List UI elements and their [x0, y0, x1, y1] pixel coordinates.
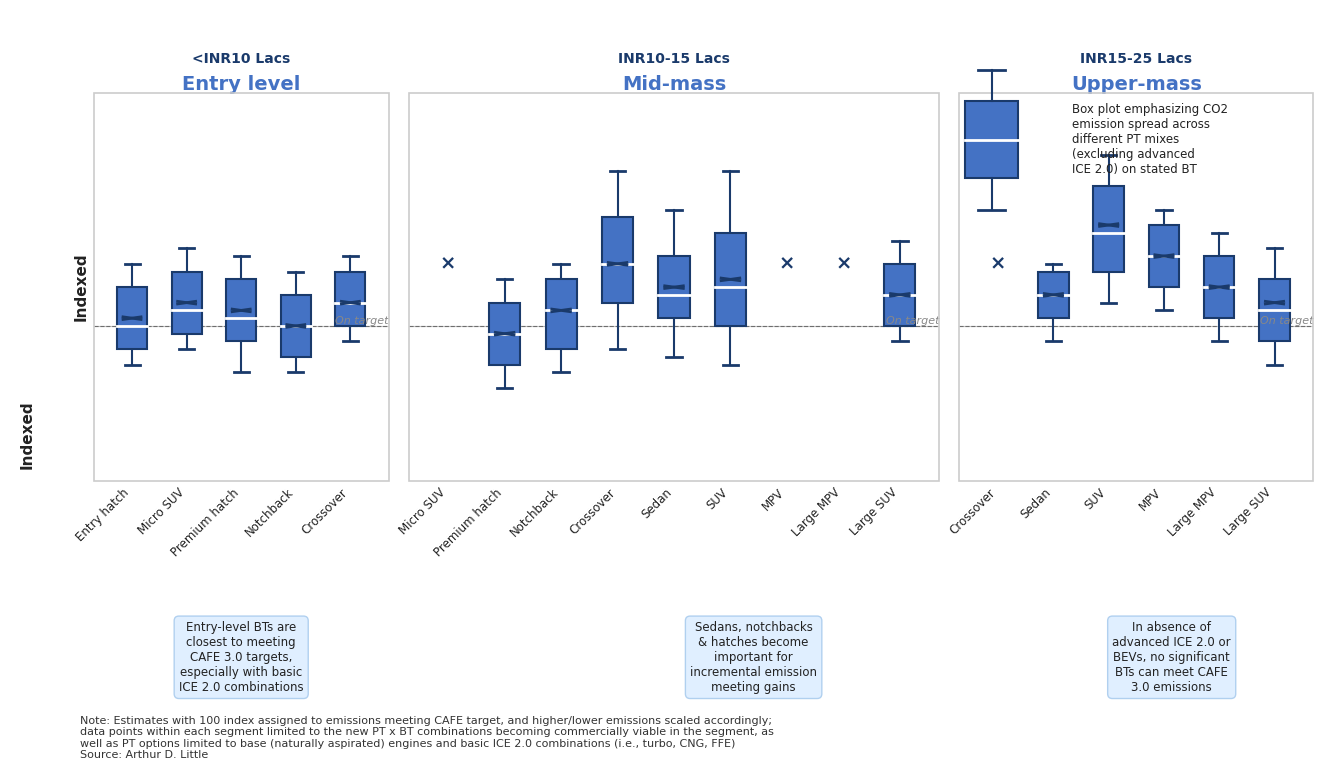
Text: On target: On target — [886, 316, 939, 326]
Text: Indexed: Indexed — [19, 400, 35, 469]
FancyBboxPatch shape — [1093, 186, 1124, 272]
Text: ×: × — [779, 255, 795, 273]
FancyBboxPatch shape — [1148, 225, 1179, 287]
Text: INR15-25 Lacs: INR15-25 Lacs — [1080, 52, 1193, 66]
Title: Mid-mass: Mid-mass — [622, 75, 726, 95]
FancyBboxPatch shape — [545, 279, 576, 349]
FancyBboxPatch shape — [117, 287, 147, 349]
FancyBboxPatch shape — [716, 233, 746, 326]
Text: Note: Estimates with 100 index assigned to emissions meeting CAFE target, and hi: Note: Estimates with 100 index assigned … — [80, 715, 775, 760]
Text: On target: On target — [1260, 316, 1313, 326]
Text: Box plot emphasizing CO2
emission spread across
different PT mixes
(excluding ad: Box plot emphasizing CO2 emission spread… — [1072, 103, 1227, 176]
Text: Entry-level BTs are
closest to meeting
CAFE 3.0 targets,
especially with basic
I: Entry-level BTs are closest to meeting C… — [178, 621, 304, 694]
FancyBboxPatch shape — [884, 264, 915, 326]
Text: Sedans, notchbacks
& hatches become
important for
incremental emission
meeting g: Sedans, notchbacks & hatches become impo… — [690, 621, 817, 694]
FancyBboxPatch shape — [335, 272, 366, 326]
Text: In absence of
advanced ICE 2.0 or
BEVs, no significant
BTs can meet CAFE
3.0 emi: In absence of advanced ICE 2.0 or BEVs, … — [1112, 621, 1231, 694]
Text: ×: × — [440, 255, 457, 273]
FancyBboxPatch shape — [658, 256, 690, 318]
FancyBboxPatch shape — [1205, 256, 1234, 318]
Text: On target: On target — [335, 316, 389, 326]
Text: ×: × — [990, 255, 1006, 273]
FancyBboxPatch shape — [965, 101, 1018, 178]
Title: Entry level: Entry level — [182, 75, 300, 95]
Text: <INR10 Lacs: <INR10 Lacs — [192, 52, 291, 66]
Y-axis label: Indexed: Indexed — [74, 253, 88, 321]
FancyBboxPatch shape — [602, 217, 632, 303]
FancyBboxPatch shape — [489, 303, 520, 365]
FancyBboxPatch shape — [281, 295, 311, 357]
Text: INR10-15 Lacs: INR10-15 Lacs — [618, 52, 730, 66]
Title: Upper-mass: Upper-mass — [1071, 75, 1202, 95]
FancyBboxPatch shape — [1260, 279, 1289, 341]
FancyBboxPatch shape — [172, 272, 201, 334]
FancyBboxPatch shape — [1038, 272, 1068, 318]
FancyBboxPatch shape — [226, 279, 256, 341]
Text: ×: × — [835, 255, 851, 273]
